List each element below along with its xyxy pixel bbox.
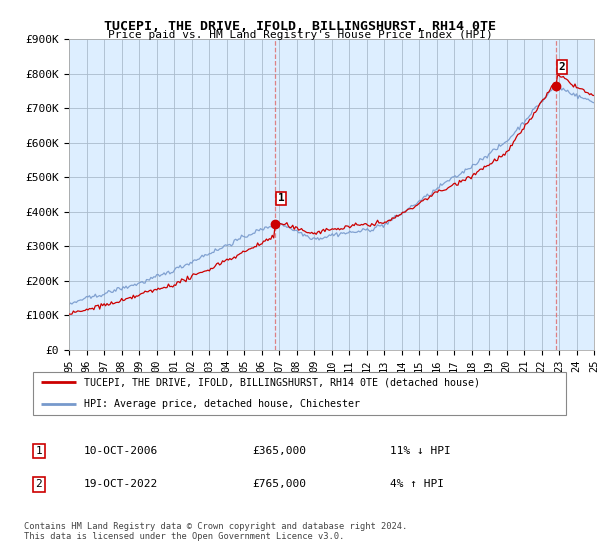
Text: 4% ↑ HPI: 4% ↑ HPI — [390, 479, 444, 489]
FancyBboxPatch shape — [33, 371, 566, 416]
Text: £765,000: £765,000 — [252, 479, 306, 489]
Text: £365,000: £365,000 — [252, 446, 306, 456]
Text: HPI: Average price, detached house, Chichester: HPI: Average price, detached house, Chic… — [84, 399, 360, 409]
Text: 1: 1 — [35, 446, 43, 456]
Text: 11% ↓ HPI: 11% ↓ HPI — [390, 446, 451, 456]
Text: TUCEPI, THE DRIVE, IFOLD, BILLINGSHURST, RH14 0TE (detached house): TUCEPI, THE DRIVE, IFOLD, BILLINGSHURST,… — [84, 377, 480, 388]
Text: Price paid vs. HM Land Registry's House Price Index (HPI): Price paid vs. HM Land Registry's House … — [107, 30, 493, 40]
Text: 2: 2 — [559, 62, 565, 72]
Text: Contains HM Land Registry data © Crown copyright and database right 2024.
This d: Contains HM Land Registry data © Crown c… — [24, 522, 407, 542]
Text: TUCEPI, THE DRIVE, IFOLD, BILLINGSHURST, RH14 0TE: TUCEPI, THE DRIVE, IFOLD, BILLINGSHURST,… — [104, 20, 496, 32]
Text: 2: 2 — [35, 479, 43, 489]
Text: 1: 1 — [278, 193, 284, 203]
Text: 10-OCT-2006: 10-OCT-2006 — [84, 446, 158, 456]
Text: 19-OCT-2022: 19-OCT-2022 — [84, 479, 158, 489]
